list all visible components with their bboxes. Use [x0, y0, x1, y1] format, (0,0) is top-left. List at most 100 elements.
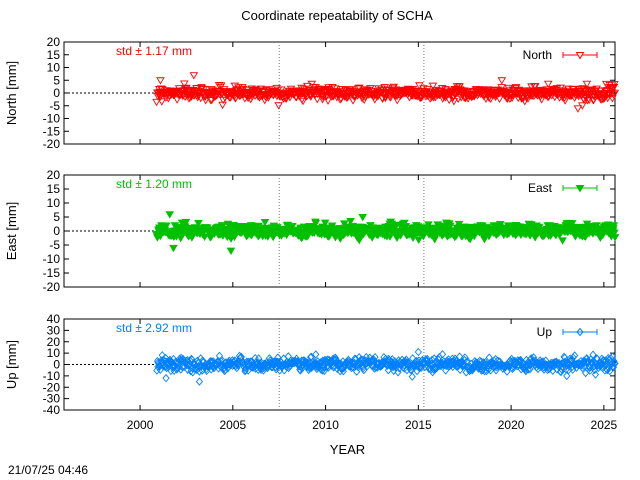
data-point: [320, 363, 328, 372]
data-point-outlier: [573, 105, 583, 113]
data-point: [260, 96, 270, 105]
x-axis-label: YEAR: [330, 442, 365, 457]
std-label-up: std ± 2.92 mm: [116, 321, 192, 335]
data-point: [360, 365, 368, 375]
y-tick-label: -10: [43, 369, 61, 383]
data-point: [216, 82, 226, 90]
data-point: [610, 89, 620, 98]
data-point: [164, 95, 173, 103]
y-tick-label: -10: [43, 252, 61, 266]
data-point: [152, 98, 161, 107]
x-tick-label: 2025: [591, 418, 618, 432]
data-point: [609, 222, 619, 230]
data-point: [382, 354, 390, 363]
data-point: [589, 350, 597, 359]
data-point: [268, 360, 276, 369]
y-tick-label: -30: [43, 392, 61, 406]
data-point: [585, 362, 593, 371]
data-point: [322, 92, 331, 101]
legend-marker: [576, 327, 584, 337]
data-point: [507, 94, 517, 103]
data-point: [438, 350, 447, 359]
data-point: [257, 364, 265, 373]
data-point: [346, 218, 355, 226]
std-label-north: std ± 1.17 mm: [116, 44, 192, 58]
data-point: [182, 84, 191, 93]
data-point: [454, 358, 462, 368]
y-tick-label: 20: [47, 35, 61, 49]
x-tick-label: 2010: [312, 418, 339, 432]
y-tick-label: -20: [43, 137, 61, 151]
y-tick-label: -5: [49, 238, 60, 252]
data-point: [288, 222, 297, 231]
data-point: [296, 366, 304, 375]
data-point: [611, 359, 619, 368]
data-point: [456, 365, 464, 375]
y-tick-label: -15: [43, 266, 61, 280]
data-point: [449, 357, 458, 366]
y-tick-label: -20: [43, 380, 61, 394]
data-point: [558, 365, 566, 374]
y-tick-label: 0: [53, 86, 60, 100]
y-axis-label: East [mm]: [4, 202, 19, 261]
data-point: [236, 358, 244, 368]
data-point: [274, 102, 283, 110]
legend-label-east: East: [528, 181, 553, 195]
data-point: [414, 236, 423, 245]
data-point: [427, 359, 436, 368]
y-tick-label: 10: [47, 346, 61, 360]
y-axis-label: North [mm]: [4, 61, 19, 125]
y-tick-label: -40: [43, 403, 61, 417]
data-point: [468, 364, 476, 373]
y-tick-label: 20: [47, 168, 61, 182]
data-point: [318, 366, 327, 375]
data-point-outlier: [563, 371, 571, 381]
data-point: [201, 97, 210, 105]
data-point: [157, 98, 167, 106]
y-tick-label: 15: [47, 182, 61, 196]
data-point: [428, 93, 437, 101]
data-point-outlier: [497, 77, 507, 85]
data-point: [301, 92, 310, 100]
y-axis-label: Up [mm]: [4, 340, 19, 389]
data-point: [335, 96, 345, 104]
legend-marker: [575, 185, 585, 193]
data-point: [401, 222, 410, 231]
data-point: [332, 354, 340, 364]
data-point: [571, 351, 579, 360]
data-point: [476, 356, 484, 365]
data-point: [194, 219, 203, 228]
data-point: [230, 82, 240, 91]
data-point: [495, 221, 505, 229]
data-point: [156, 365, 164, 375]
data-point: [316, 358, 324, 367]
data-point: [566, 354, 574, 363]
data-point: [609, 352, 617, 361]
y-tick-label: -15: [43, 124, 61, 138]
y-tick-label: 5: [53, 73, 60, 87]
data-point: [591, 370, 600, 379]
data-point-outlier: [189, 72, 199, 80]
data-point: [403, 85, 413, 94]
data-point: [605, 91, 614, 99]
data-point: [328, 83, 337, 92]
data-point: [456, 352, 464, 361]
data-point: [311, 219, 321, 228]
data-point: [303, 82, 312, 91]
data-point: [200, 233, 209, 241]
data-point: [388, 84, 397, 93]
data-point: [359, 96, 369, 104]
data-point-outlier: [358, 214, 367, 222]
data-point: [486, 95, 495, 104]
x-tick-label: 2020: [498, 418, 525, 432]
y-tick-label: 30: [47, 323, 61, 337]
data-point: [181, 218, 191, 227]
data-point: [412, 361, 420, 370]
legend-label-up: Up: [537, 325, 553, 339]
data-point-outlier: [414, 347, 422, 357]
x-tick-label: 2000: [127, 418, 154, 432]
data-point: [329, 91, 339, 100]
